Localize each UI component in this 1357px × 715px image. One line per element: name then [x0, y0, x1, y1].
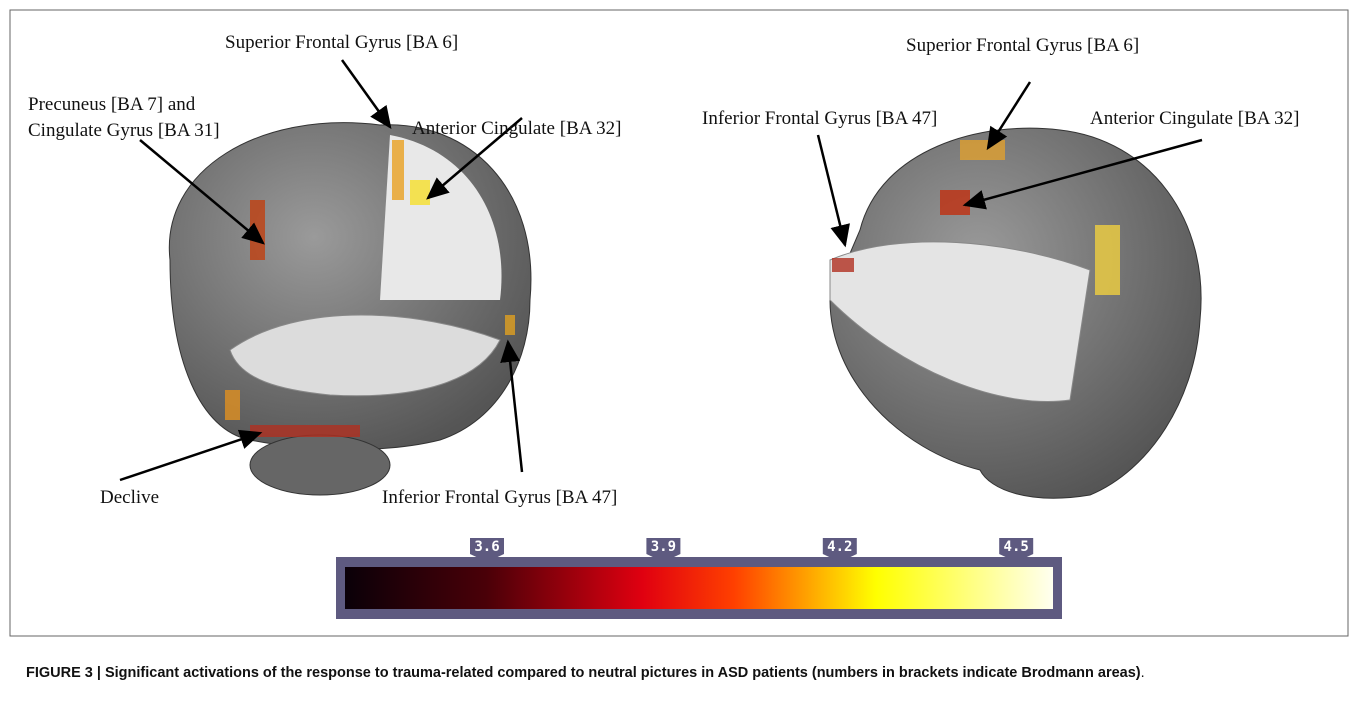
label: Precuneus [BA 7] and: [28, 94, 196, 115]
label: Inferior Frontal Gyrus [BA 47]: [702, 108, 937, 129]
label: Anterior Cingulate [BA 32]: [1090, 108, 1300, 129]
left-brain-image: [169, 123, 531, 495]
label: Cingulate Gyrus [BA 31]: [28, 120, 220, 141]
tick-label: 3.9: [651, 539, 676, 555]
figure: Superior Frontal Gyrus [BA 6] Precuneus …: [0, 0, 1357, 715]
label: Superior Frontal Gyrus [BA 6]: [906, 35, 1139, 56]
label: Inferior Frontal Gyrus [BA 47]: [382, 487, 617, 508]
colorbar: 3.6 3.9 4.2 4.5: [336, 538, 1062, 619]
tick-label: 4.5: [1004, 539, 1029, 555]
right-brain-image: [830, 128, 1201, 498]
tick-label: 4.2: [827, 539, 852, 555]
caption-text: FIGURE 3 | Significant activations of th…: [26, 665, 1141, 681]
caption-end: .: [1141, 665, 1145, 681]
caption: FIGURE 3 | Significant activations of th…: [26, 662, 1326, 685]
tick-label: 3.6: [474, 539, 499, 555]
label: Declive: [100, 487, 159, 508]
colorbar-gradient: [345, 567, 1053, 609]
label: Anterior Cingulate [BA 32]: [412, 118, 622, 139]
label: Superior Frontal Gyrus [BA 6]: [225, 32, 458, 53]
page: Superior Frontal Gyrus [BA 6] Precuneus …: [0, 0, 1357, 715]
